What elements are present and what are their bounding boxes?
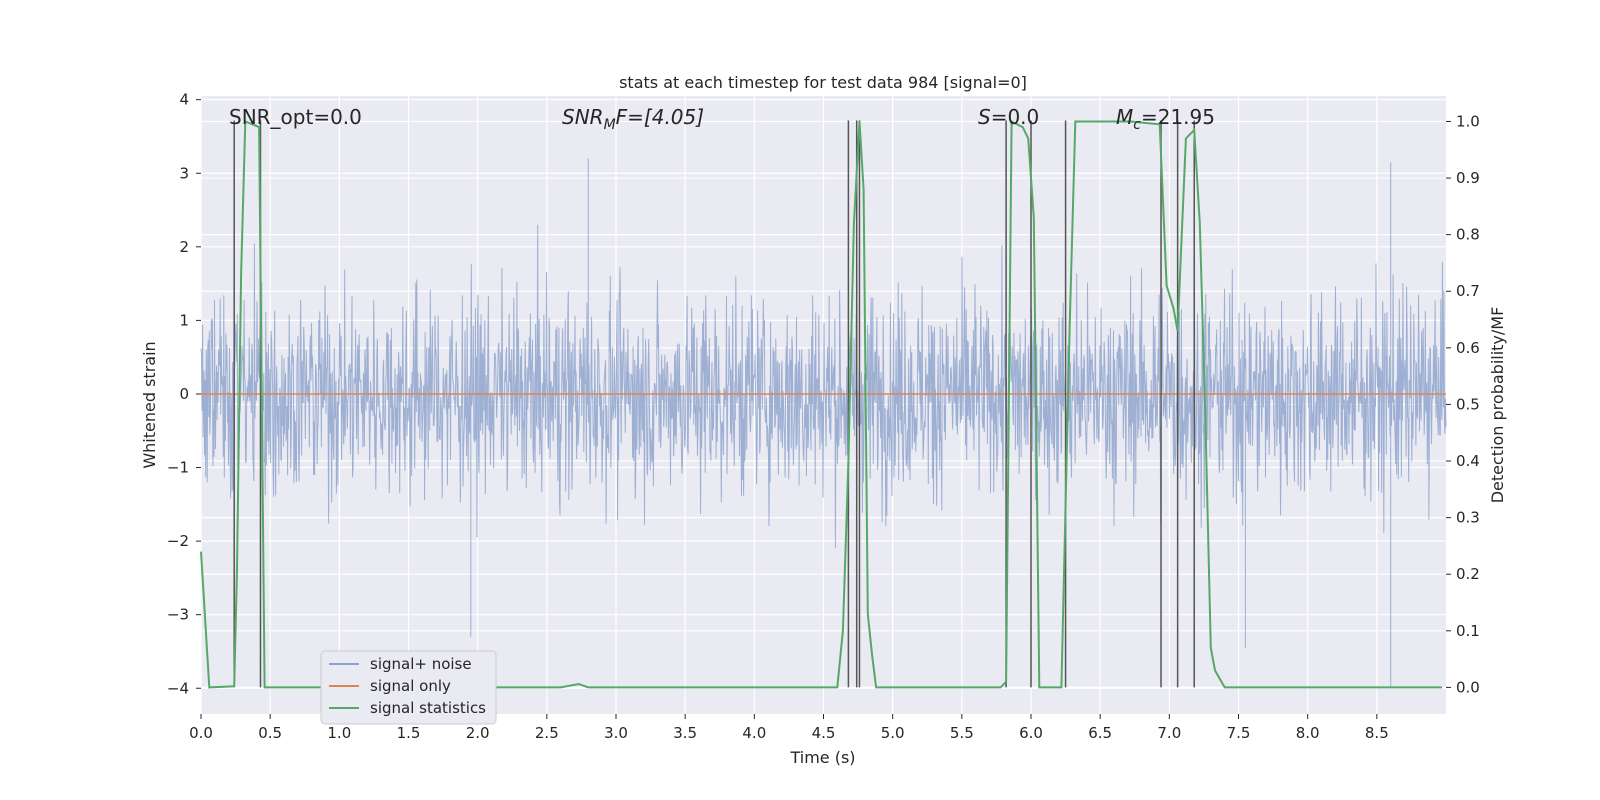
y-right-tick-label: 1.0 [1456, 112, 1480, 130]
x-tick-label: 2.0 [466, 724, 490, 742]
y-left-tick-label: −3 [167, 606, 189, 624]
x-tick-label: 4.5 [812, 724, 836, 742]
x-axis-label: Time (s) [789, 748, 855, 767]
legend-label-signal-only: signal only [370, 677, 451, 695]
snr-mf-prefix: SNR [562, 105, 604, 129]
y-right-tick-label: 0.1 [1456, 622, 1480, 640]
y-left-tick-label: 4 [179, 91, 189, 109]
chart-title: stats at each timestep for test data 984… [619, 73, 1027, 92]
y-right-tick-label: 0.5 [1456, 395, 1480, 413]
series-signal-noise [200, 158, 1447, 689]
signal-statistics-line [200, 119, 1442, 689]
annotation-s: S=0.0 [978, 105, 1039, 129]
x-tick-label: 3.5 [673, 724, 697, 742]
y-left-tick-label: 0 [179, 385, 189, 403]
y-axis-label-right: Detection probability/MF [1488, 307, 1507, 504]
annotation-snr-opt: SNR_opt=0.0 [229, 105, 362, 129]
x-tick-label: 1.5 [397, 724, 421, 742]
x-tick-label: 4.0 [742, 724, 766, 742]
x-tick-label: 6.0 [1019, 724, 1043, 742]
y-right-tick-label: 0.3 [1456, 509, 1480, 527]
y-right-tick-label: 0.8 [1456, 226, 1480, 244]
mc-label: M [1116, 105, 1133, 129]
mc-value: =21.95 [1141, 105, 1215, 129]
y-axis-label-left: Whitened strain [140, 341, 159, 468]
y-right-tick-label: 0.9 [1456, 169, 1480, 187]
s-value: =0.0 [991, 105, 1040, 129]
x-tick-label: 8.0 [1296, 724, 1320, 742]
annotation-mc: Mc=21.95 [1116, 105, 1215, 133]
y-right-tick-label: 0.4 [1456, 452, 1480, 470]
annotation-snr-mf: SNRMF=[4.05] [562, 105, 704, 133]
tick-labels: 0.0 0.5 1.0 1.5 2.0 2.5 3.0 3.5 4.0 4.5 5.0 5.5 6.0 6… [167, 91, 1480, 742]
x-tick-label: 7.5 [1227, 724, 1251, 742]
y-left-tick-label: −1 [167, 459, 189, 477]
x-tick-label: 3.0 [604, 724, 628, 742]
x-tick-label: 7.0 [1157, 724, 1181, 742]
legend-box [320, 650, 497, 725]
y-left-tick-label: 1 [179, 311, 189, 329]
y-left-tick-label: −2 [167, 532, 189, 550]
x-tick-label: 5.0 [881, 724, 905, 742]
y-right-tick-label: 0.6 [1456, 339, 1480, 357]
x-tick-label: 6.5 [1088, 724, 1112, 742]
legend: signal+ noise signal only signal statist… [320, 650, 497, 725]
mc-sub: c [1133, 117, 1141, 133]
y-left-tick-label: 3 [179, 164, 189, 182]
legend-label-signal-statistics: signal statistics [370, 699, 486, 717]
y-right-tick-label: 0.2 [1456, 565, 1480, 583]
series-signal-statistics [200, 119, 1442, 689]
x-tick-label: 0.5 [258, 724, 282, 742]
legend-label-signal-noise: signal+ noise [370, 655, 472, 673]
s-label: S [978, 105, 991, 129]
x-tick-label: 1.0 [327, 724, 351, 742]
x-tick-label: 0.0 [189, 724, 213, 742]
x-tick-label: 5.5 [950, 724, 974, 742]
x-tick-label: 8.5 [1365, 724, 1389, 742]
y-left-tick-label: 2 [179, 238, 189, 256]
y-left-tick-label: −4 [167, 679, 189, 697]
snr-mf-sub: M [604, 117, 616, 133]
y-right-tick-label: 0.0 [1456, 678, 1480, 696]
x-tick-label: 2.5 [535, 724, 559, 742]
y-right-tick-label: 0.7 [1456, 282, 1480, 300]
signal-noise-trace [200, 158, 1447, 689]
snr-mf-suffix: F=[4.05] [616, 105, 704, 129]
